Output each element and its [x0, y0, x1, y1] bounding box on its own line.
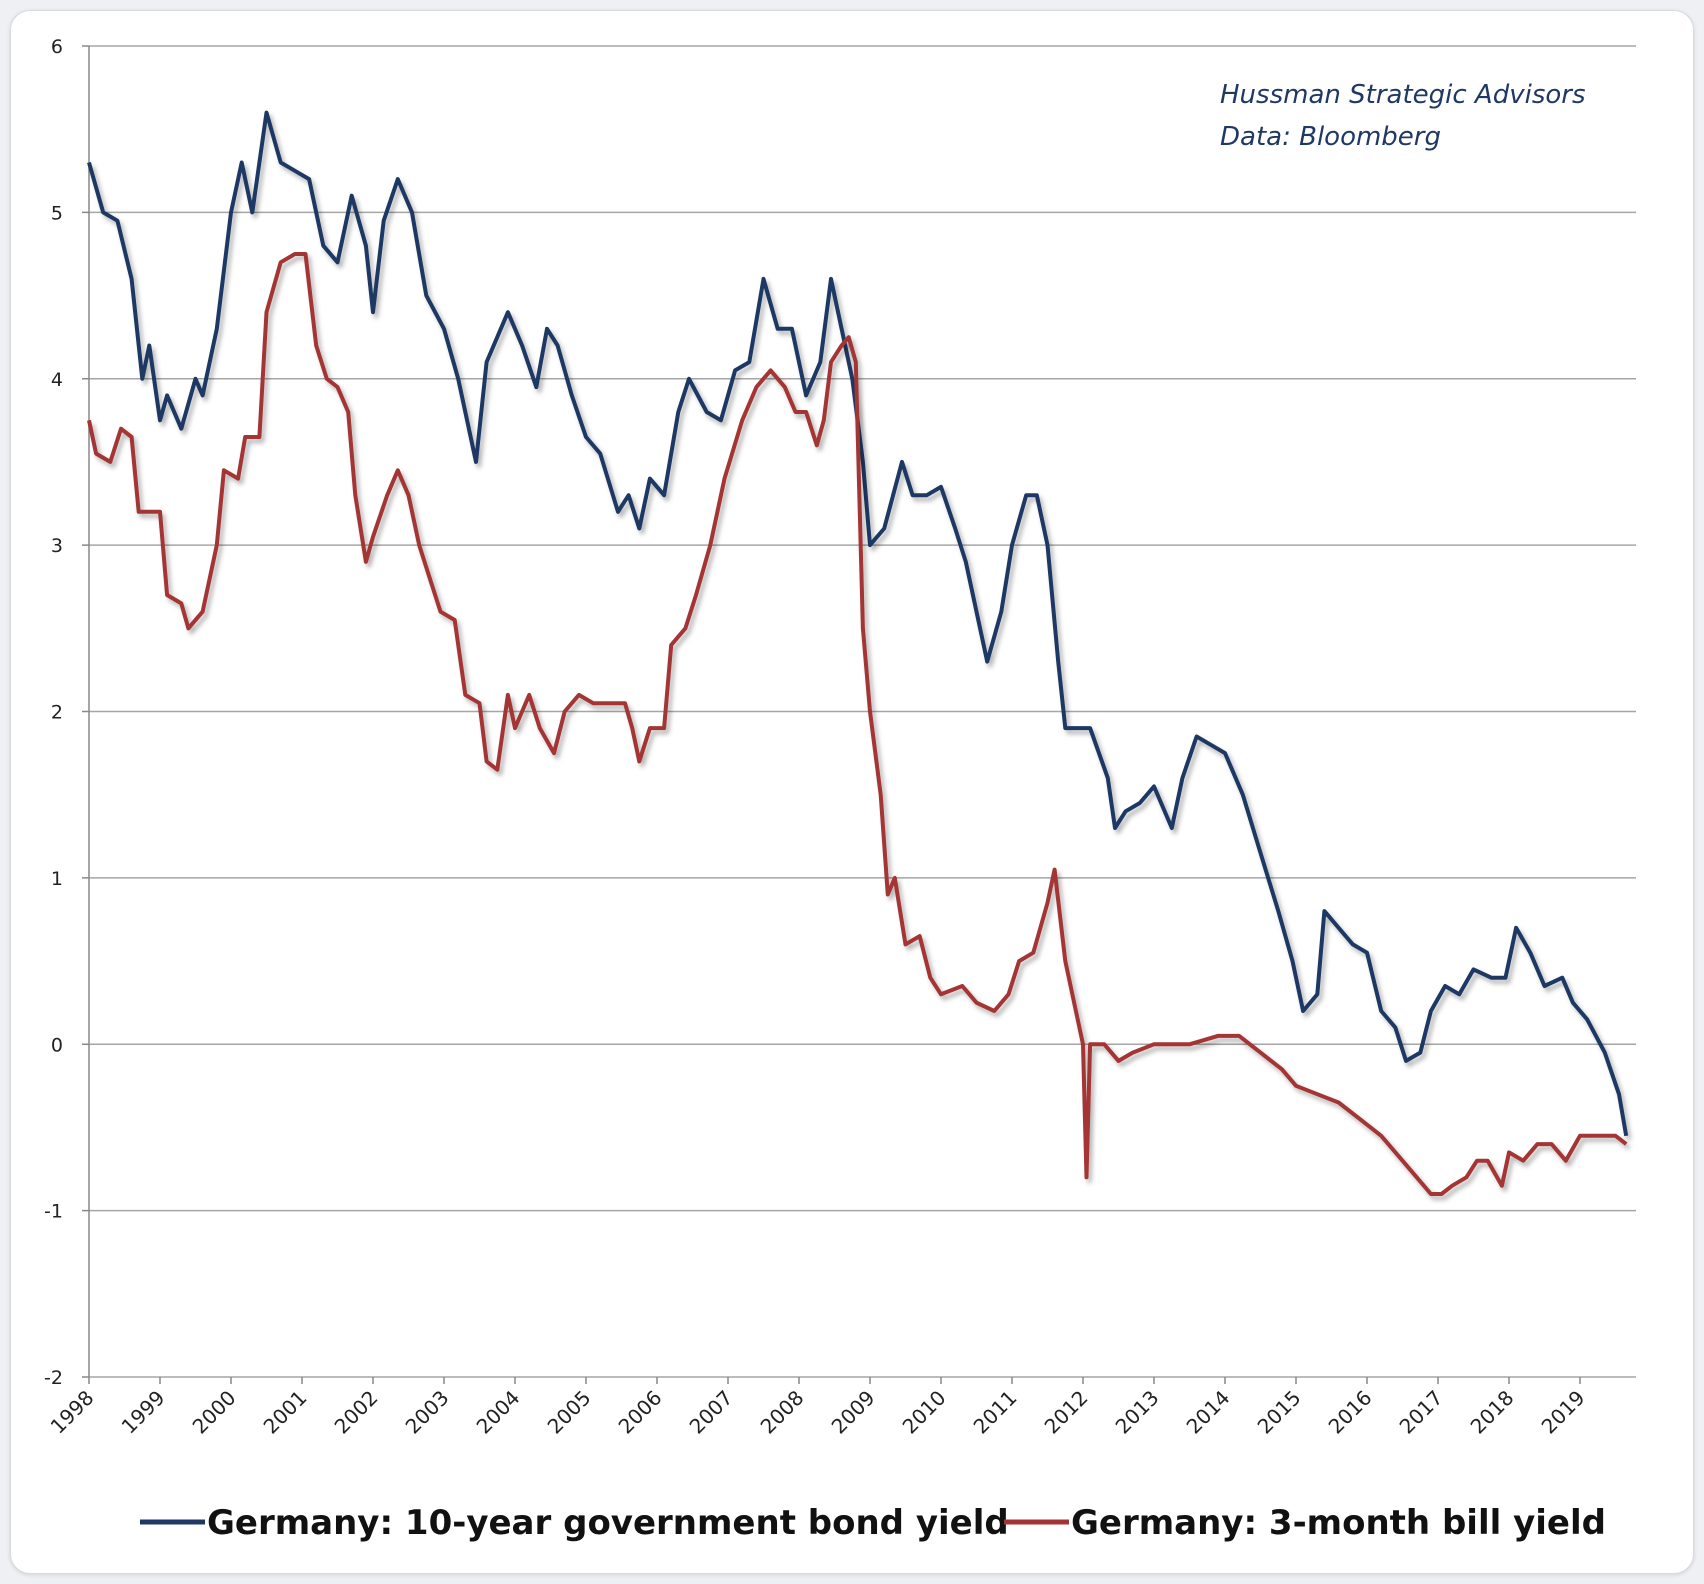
- x-axis-ticks: 1998 1999 2000 2001 2002 2003 2004 2005 2006 2007…: [46, 1377, 1590, 1439]
- x-tick-label: 2013: [1111, 1386, 1164, 1439]
- legend-label-10y: Germany: 10-year government bond yield: [207, 1503, 1009, 1543]
- y-tick-label: -1: [44, 1201, 63, 1223]
- x-tick-label: 2001: [259, 1386, 312, 1439]
- annotation-source: Hussman Strategic Advisors: [1220, 80, 1586, 110]
- x-tick-label: 2009: [827, 1386, 880, 1439]
- series-line-3-month-bill: [87, 252, 1628, 1196]
- x-tick-label: 2000: [188, 1386, 241, 1439]
- x-tick-label: 2018: [1466, 1386, 1519, 1439]
- legend: Germany: 10-year government bond yield G…: [140, 1503, 1606, 1543]
- x-tick-label: 2014: [1182, 1386, 1235, 1439]
- x-tick-label: 2017: [1395, 1386, 1448, 1439]
- y-axis-ticks: 6 5 4 3 2 1 0 -1 -2: [44, 36, 89, 1389]
- y-tick-label: -2: [44, 1367, 63, 1389]
- y-tick-label: 5: [51, 202, 63, 224]
- x-tick-label: 2015: [1253, 1386, 1306, 1439]
- x-tick-label: 2019: [1537, 1386, 1590, 1439]
- gridlines: [88, 45, 1636, 1378]
- x-tick-label: 1999: [117, 1386, 170, 1439]
- y-tick-label: 6: [51, 36, 63, 58]
- y-tick-label: 1: [51, 868, 63, 890]
- x-tick-label: 2005: [543, 1386, 596, 1439]
- x-tick-label: 2004: [472, 1386, 525, 1439]
- x-tick-label: 2002: [330, 1386, 383, 1439]
- y-tick-label: 2: [51, 702, 63, 724]
- series-line-10-year-bond: [87, 110, 1629, 1137]
- x-tick-label: 2016: [1324, 1386, 1377, 1439]
- annotation-data: Data: Bloomberg: [1220, 122, 1441, 152]
- y-tick-label: 3: [51, 535, 63, 557]
- x-tick-label: 2010: [898, 1386, 951, 1439]
- legend-label-3m: Germany: 3-month bill yield: [1071, 1503, 1606, 1543]
- x-tick-label: 2011: [969, 1386, 1022, 1439]
- y-tick-label: 0: [51, 1034, 63, 1056]
- series-lines: [87, 110, 1629, 1196]
- x-tick-label: 2003: [401, 1386, 454, 1439]
- x-tick-label: 2008: [756, 1386, 809, 1439]
- x-tick-label: 2012: [1040, 1386, 1093, 1439]
- x-tick-label: 1998: [46, 1386, 99, 1439]
- y-tick-label: 4: [51, 369, 63, 391]
- x-tick-label: 2006: [614, 1386, 667, 1439]
- x-tick-label: 2007: [685, 1386, 738, 1439]
- chart-frame: [10, 10, 1694, 1574]
